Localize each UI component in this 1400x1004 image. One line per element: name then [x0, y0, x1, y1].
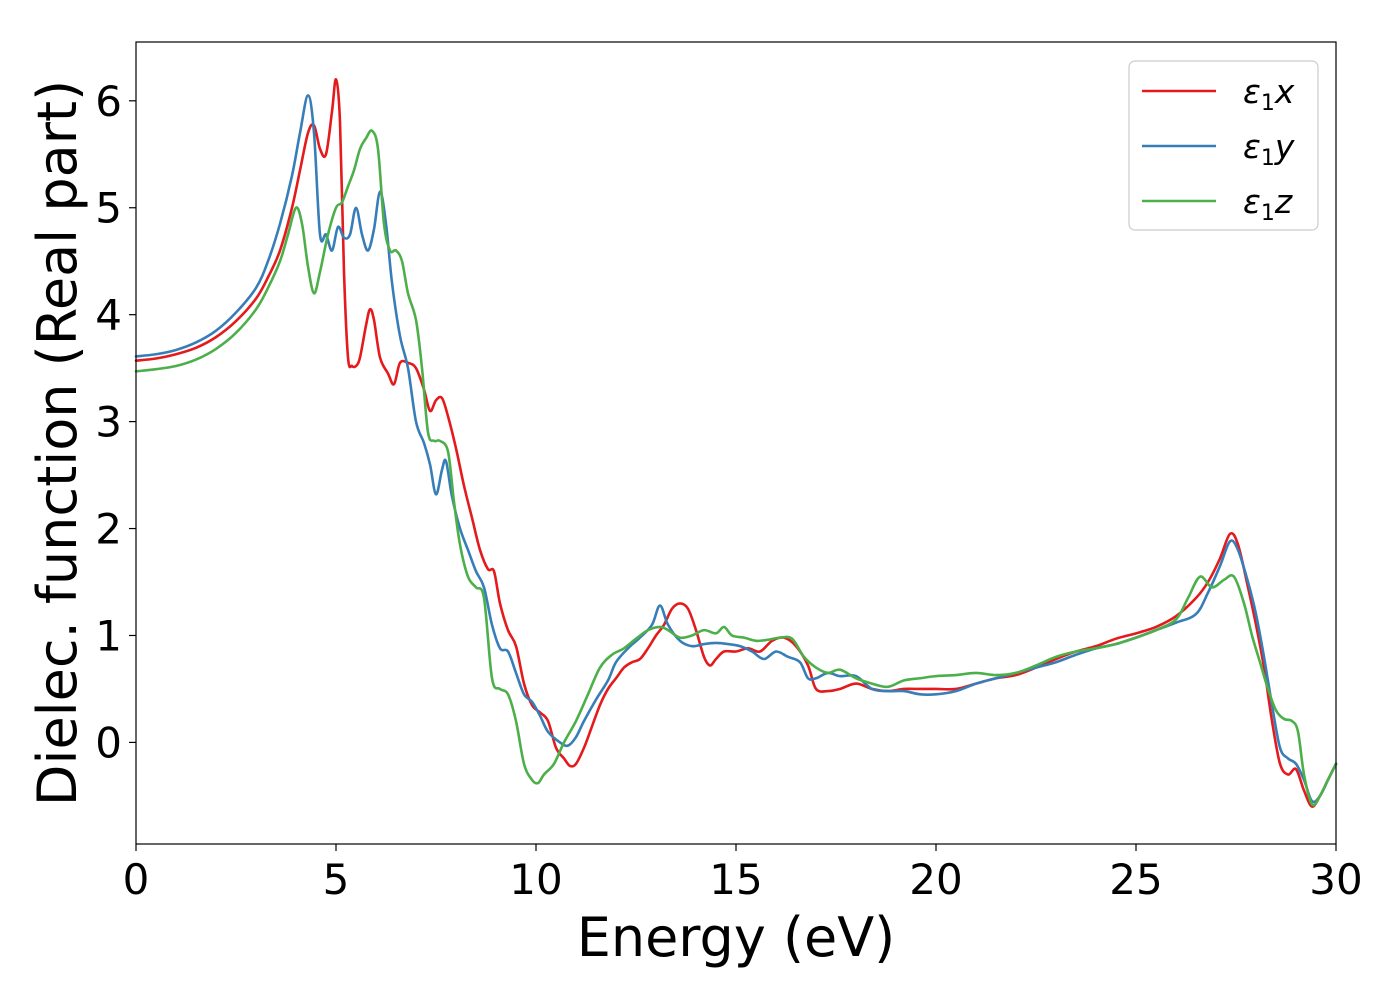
- x-axis: 0 5 10 15 20 25 30: [123, 844, 1363, 904]
- legend-items: ε1x ε1y ε1z: [1142, 72, 1295, 226]
- y-axis: 0 1 2 3 4 5 6: [95, 77, 136, 767]
- x-tick-label: 15: [709, 855, 762, 904]
- legend: ε1x ε1y ε1z: [1128, 60, 1319, 231]
- legend-label-y: ε1y: [1243, 127, 1295, 171]
- x-tick-label: 0: [123, 855, 150, 904]
- x-tick-label: 20: [909, 855, 962, 904]
- y-tick-label: 6: [95, 77, 122, 126]
- x-tick-label: 10: [509, 855, 562, 904]
- legend-label-z: ε1z: [1243, 182, 1293, 226]
- y-tick-label: 3: [95, 398, 122, 447]
- y-tick-label: 2: [95, 505, 122, 554]
- y-tick-label: 1: [95, 611, 122, 660]
- y-tick-label: 4: [95, 291, 122, 340]
- series-layer: [134, 78, 1338, 808]
- x-tick-label: 30: [1309, 855, 1362, 904]
- y-tick-label: 5: [95, 184, 122, 233]
- x-axis-label: Energy (eV): [577, 906, 896, 969]
- y-tick-label: 0: [95, 718, 122, 767]
- x-tick-label: 5: [323, 855, 350, 904]
- series-line-z: [134, 129, 1338, 807]
- legend-label-x: ε1x: [1243, 72, 1295, 116]
- y-axis-label: Dielec. function (Real part): [26, 80, 89, 806]
- series-line-x: [134, 78, 1338, 808]
- x-tick-label: 25: [1109, 855, 1162, 904]
- legend-box: [1128, 60, 1319, 231]
